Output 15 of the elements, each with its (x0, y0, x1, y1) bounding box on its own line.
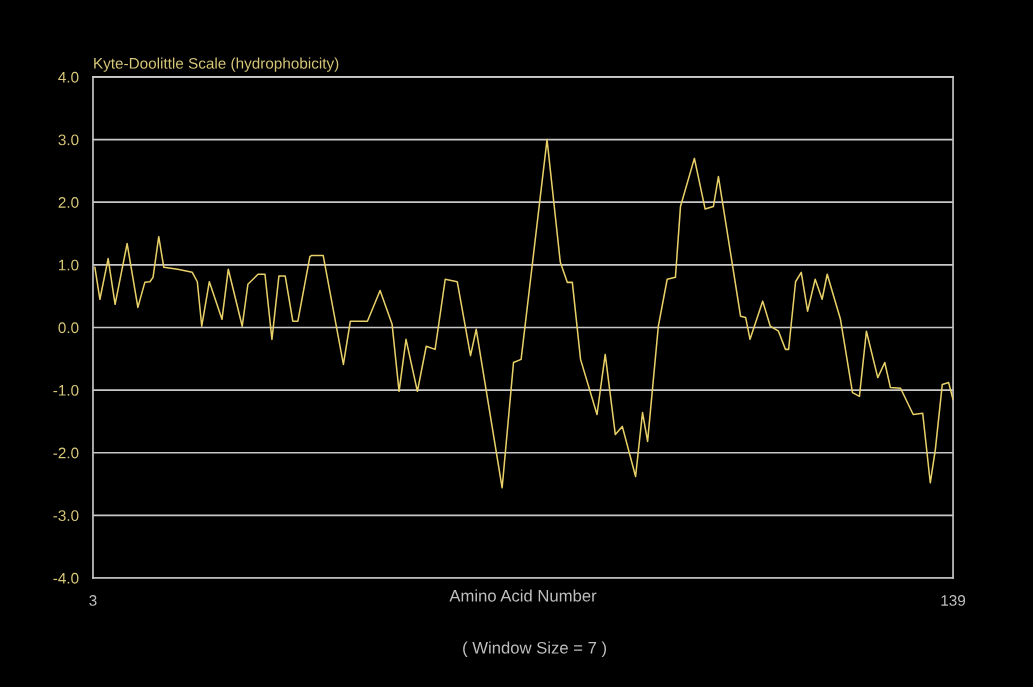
text: ( Window Size = 7 ) (463, 641, 607, 657)
y-tick-label: 4.0 (58, 71, 79, 83)
y-tick-label: -1.0 (53, 384, 79, 396)
y-tick-label: 2.0 (58, 197, 79, 208)
x-axis-title: Amino Acid Number (449, 589, 597, 602)
chart-title: Kyte-Doolittle Scale (hydrophobicity) (94, 57, 339, 72)
y-tick-label: -3.0 (53, 510, 79, 522)
x-tick-label: 3 (89, 595, 97, 606)
y-tick-label: 1.0 (59, 259, 79, 271)
x-tick-label: 139 (941, 595, 966, 606)
y-tick-label: 3.0 (58, 134, 79, 146)
y-tick-label: 0.0 (58, 322, 79, 334)
line-series (94, 138, 954, 489)
y-tick-label: -2.0 (53, 447, 79, 459)
y-tick-label: -4.0 (53, 572, 79, 584)
